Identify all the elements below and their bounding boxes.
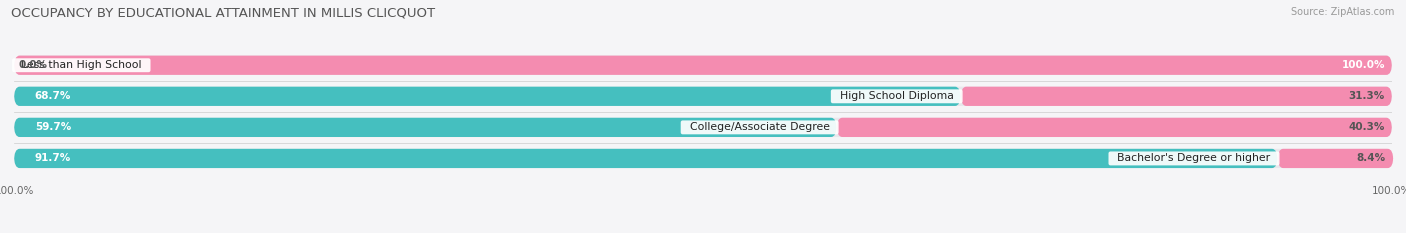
Text: College/Associate Degree: College/Associate Degree xyxy=(683,122,837,132)
FancyBboxPatch shape xyxy=(1278,149,1393,168)
Text: OCCUPANCY BY EDUCATIONAL ATTAINMENT IN MILLIS CLICQUOT: OCCUPANCY BY EDUCATIONAL ATTAINMENT IN M… xyxy=(11,7,436,20)
FancyBboxPatch shape xyxy=(14,56,1392,75)
Text: 100.0%: 100.0% xyxy=(1341,60,1385,70)
Text: 8.4%: 8.4% xyxy=(1355,154,1385,163)
FancyBboxPatch shape xyxy=(14,87,960,106)
Text: 91.7%: 91.7% xyxy=(35,154,70,163)
Text: 40.3%: 40.3% xyxy=(1348,122,1385,132)
FancyBboxPatch shape xyxy=(14,118,837,137)
Text: 59.7%: 59.7% xyxy=(35,122,70,132)
Text: High School Diploma: High School Diploma xyxy=(832,91,960,101)
FancyBboxPatch shape xyxy=(14,87,1392,106)
Legend: Owner-occupied, Renter-occupied: Owner-occupied, Renter-occupied xyxy=(586,230,820,233)
FancyBboxPatch shape xyxy=(14,149,1392,168)
FancyBboxPatch shape xyxy=(837,118,1392,137)
FancyBboxPatch shape xyxy=(14,149,1278,168)
Text: Less than High School: Less than High School xyxy=(14,60,149,70)
Text: Bachelor's Degree or higher: Bachelor's Degree or higher xyxy=(1111,154,1278,163)
FancyBboxPatch shape xyxy=(960,87,1392,106)
Text: 68.7%: 68.7% xyxy=(35,91,72,101)
Text: 31.3%: 31.3% xyxy=(1348,91,1385,101)
Text: 0.0%: 0.0% xyxy=(18,60,48,70)
FancyBboxPatch shape xyxy=(14,56,1392,75)
FancyBboxPatch shape xyxy=(14,118,1392,137)
Text: Source: ZipAtlas.com: Source: ZipAtlas.com xyxy=(1291,7,1395,17)
